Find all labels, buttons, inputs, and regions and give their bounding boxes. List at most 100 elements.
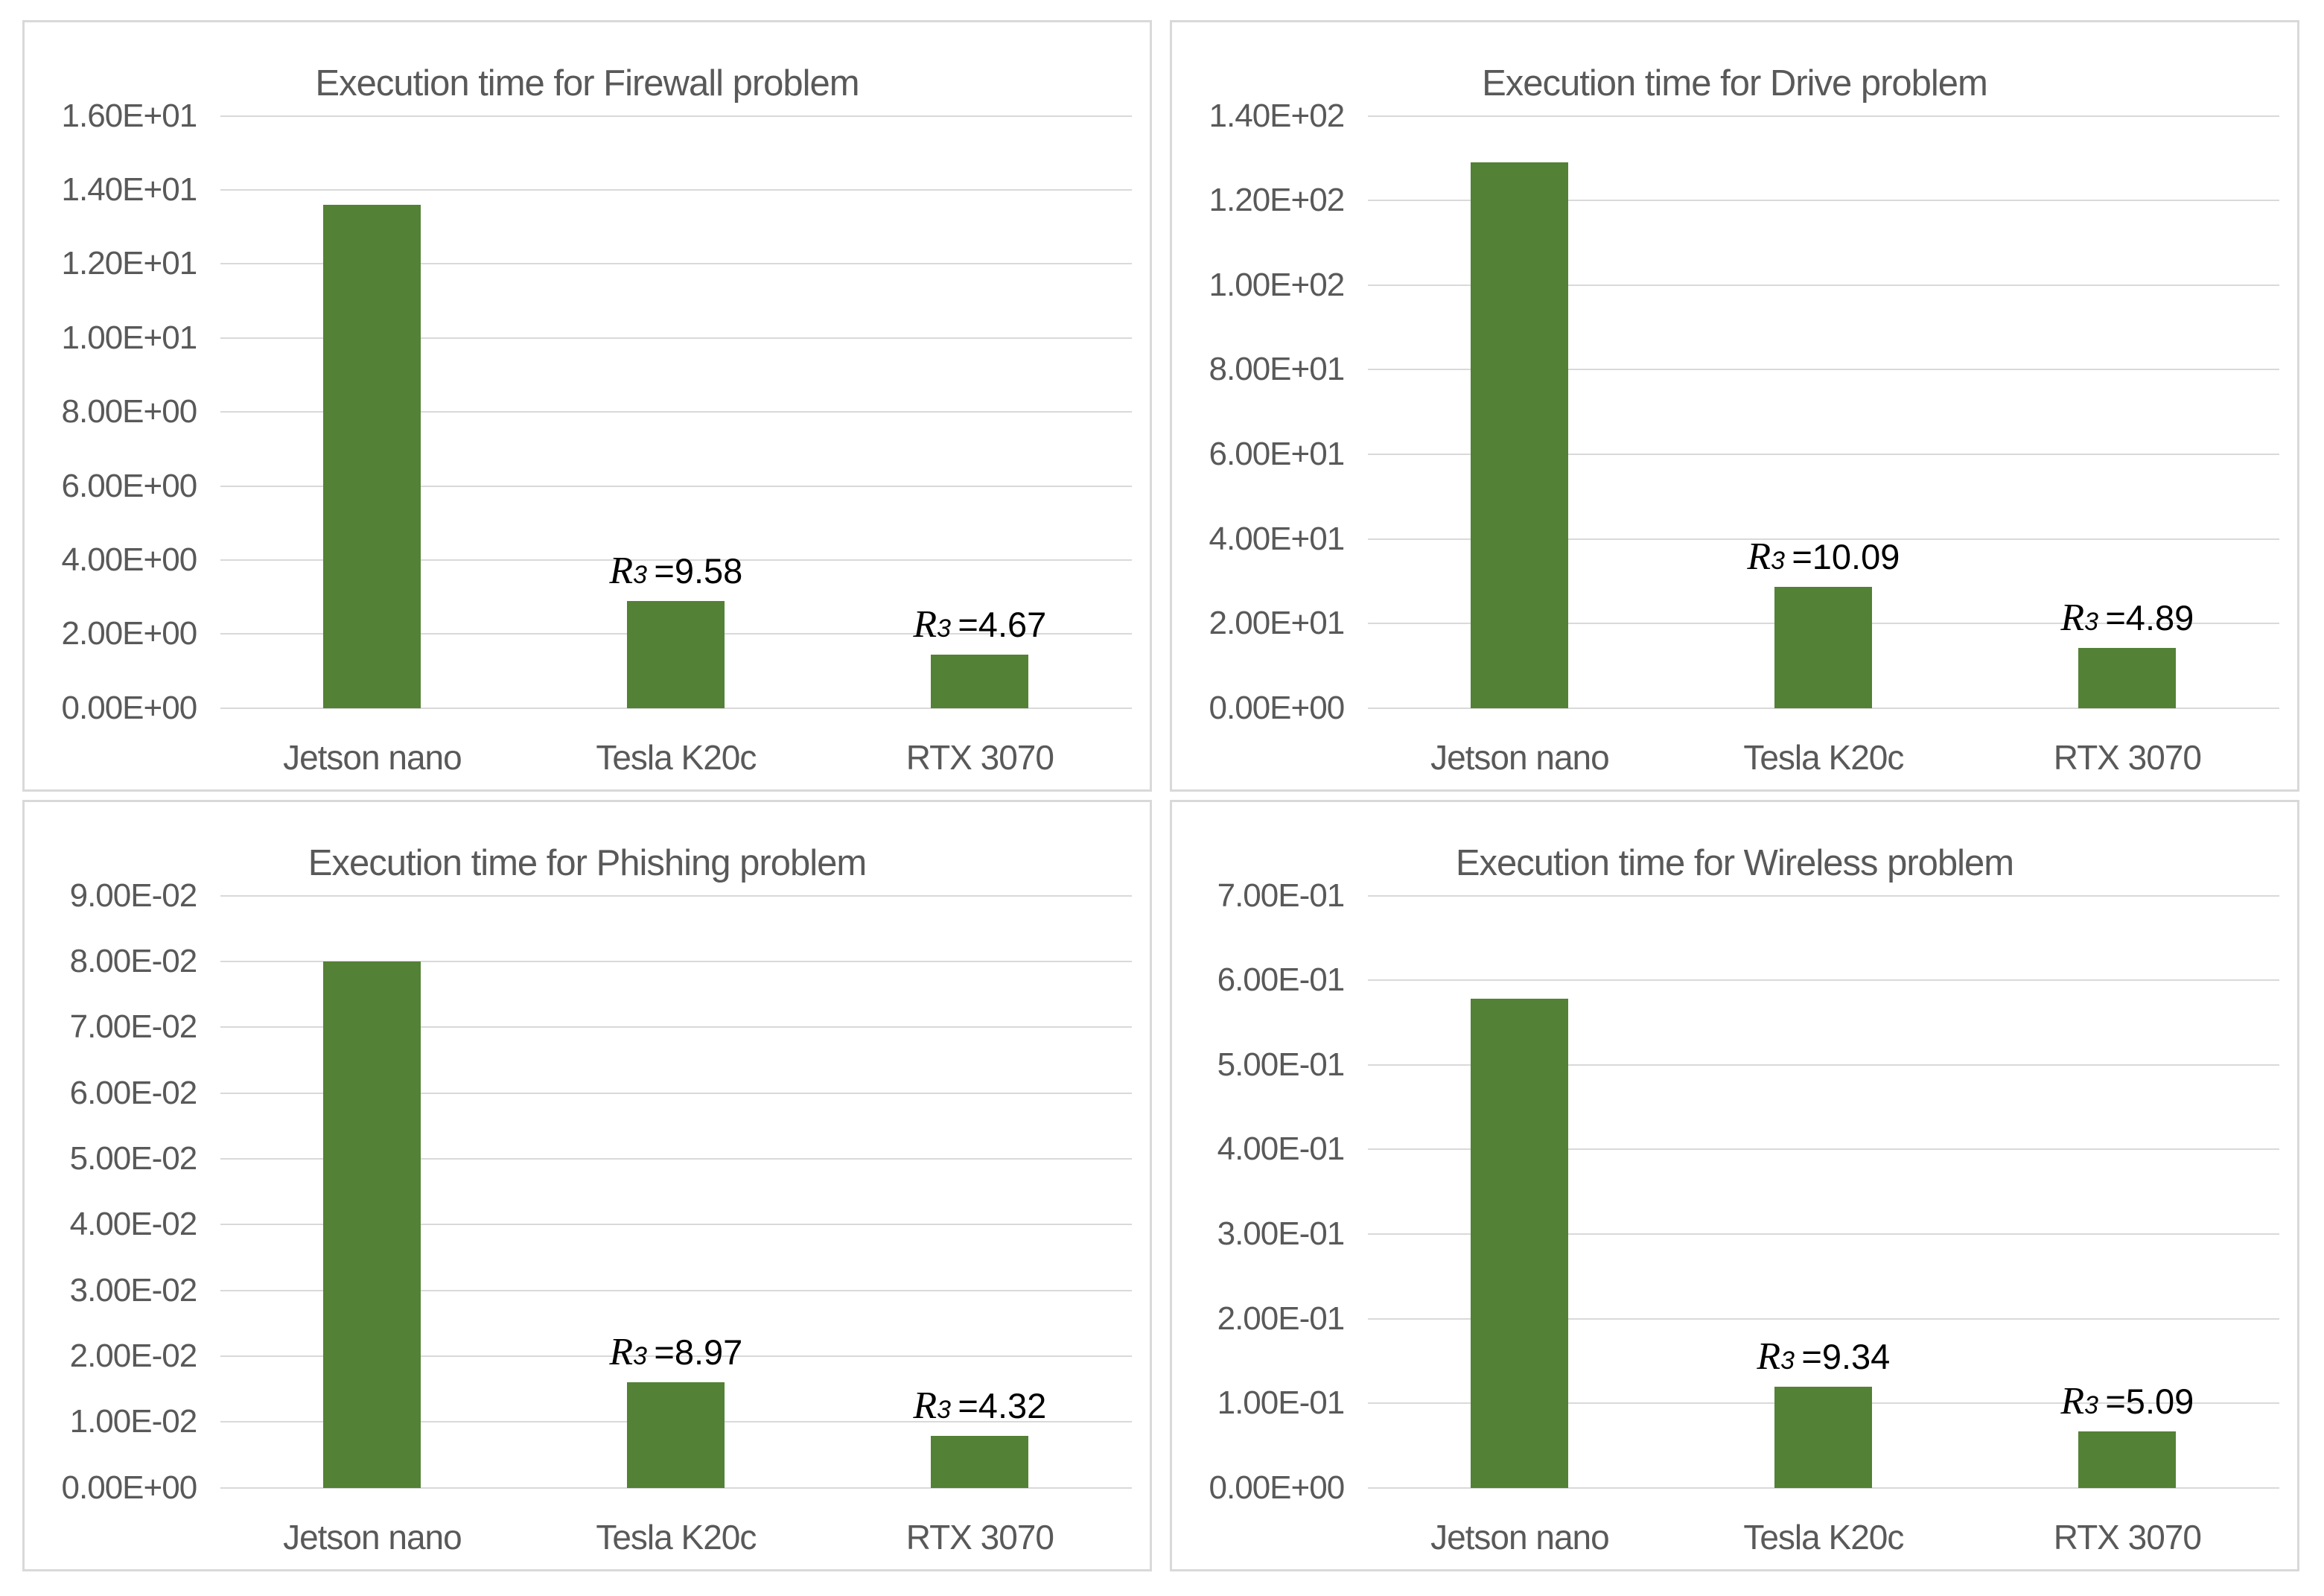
gridline	[220, 1487, 1132, 1489]
y-tick-label: 1.40E+01	[61, 171, 198, 209]
y-tick-label: 9.00E-02	[69, 877, 198, 914]
chart-title: Execution time for Wireless problem	[1455, 842, 2014, 883]
plot-area: R3 =9.58 R3 =4.67	[220, 115, 1132, 709]
x-category-label: Jetson nano	[283, 738, 462, 778]
gridline	[1367, 1148, 2279, 1151]
bar-tesla-k20c	[1774, 586, 1873, 708]
chart-firewall: Execution time for Firewall problem 0.00…	[22, 20, 1152, 792]
x-category-label: Jetson nano	[1430, 738, 1610, 778]
y-tick-label: 2.00E-01	[1217, 1300, 1346, 1337]
gridline	[220, 1158, 1132, 1160]
chart-title: Execution time for Drive problem	[1482, 63, 1988, 104]
gridline	[1367, 1064, 2279, 1066]
bar-jetson-nano	[1471, 162, 1569, 708]
x-category-label: RTX 3070	[905, 1518, 1054, 1557]
ratio-annotation: R3 =4.89	[2060, 599, 2194, 638]
y-tick-label: 7.00E-01	[1217, 877, 1346, 914]
plot-area: R3 =10.09 R3 =4.89	[1367, 115, 2279, 709]
y-tick-label: 1.20E+02	[1209, 182, 1346, 219]
gridline	[220, 189, 1132, 191]
y-tick-label: 2.00E+00	[61, 615, 198, 652]
bar-rtx-3070	[931, 1436, 1029, 1488]
gridline	[1367, 538, 2279, 540]
y-tick-label: 6.00E-02	[69, 1074, 198, 1111]
gridline	[1367, 894, 2279, 897]
bar-rtx-3070	[931, 654, 1029, 708]
ratio-symbol: R	[609, 549, 634, 592]
ratio-subscript: 3	[633, 560, 647, 589]
y-tick-label: 3.00E-02	[69, 1271, 198, 1309]
x-category-label: Tesla K20c	[1743, 738, 1904, 778]
ratio-annotation: R3 =10.09	[1747, 535, 1900, 578]
y-axis-labels: 0.00E+00 2.00E+00 4.00E+00 6.00E+00 8.00E+00…	[39, 99, 198, 724]
ratio-annotation: R3 =5.09	[2060, 1382, 2194, 1421]
ratio-value: =10.09	[1784, 536, 1900, 576]
ratio-subscript: 3	[2084, 1390, 2098, 1419]
ratio-annotation: R3 =8.97	[609, 1333, 742, 1372]
y-tick-label: 2.00E-02	[69, 1338, 198, 1375]
y-tick-label: 1.00E-01	[1217, 1384, 1346, 1422]
ratio-symbol: R	[913, 1384, 937, 1428]
bar-tesla-k20c	[1774, 1386, 1873, 1488]
y-tick-label: 6.00E+01	[1209, 436, 1346, 473]
y-tick-label: 0.00E+00	[61, 1469, 198, 1506]
y-tick-label: 3.00E-01	[1217, 1215, 1346, 1253]
x-category-label: Tesla K20c	[596, 738, 757, 778]
y-tick-label: 4.00E-01	[1217, 1131, 1346, 1168]
bar-tesla-k20c	[627, 1382, 725, 1488]
chart-drive: Execution time for Drive problem 0.00E+0…	[1170, 20, 2299, 792]
ratio-annotation: R3 =9.58	[609, 549, 743, 592]
ratio-value: =5.09	[2098, 1381, 2194, 1421]
y-tick-label: 0.00E+00	[61, 689, 198, 726]
x-axis-labels: Jetson nano Tesla K20c RTX 3070	[1368, 708, 2279, 789]
x-axis-labels: Jetson nano Tesla K20c RTX 3070	[1368, 1488, 2279, 1569]
x-category-label: Jetson nano	[1430, 1518, 1610, 1557]
x-category-label: Jetson nano	[283, 1518, 462, 1557]
chart-title: Execution time for Phishing problem	[308, 842, 867, 883]
y-tick-label: 0.00E+00	[1209, 1469, 1346, 1506]
gridline	[220, 1026, 1132, 1029]
plot-area: R3 =8.97 R3 =4.32	[220, 894, 1132, 1489]
y-tick-label: 6.00E-01	[1217, 961, 1346, 999]
gridline	[1367, 1317, 2279, 1320]
gridline	[220, 263, 1132, 265]
ratio-subscript: 3	[2084, 608, 2098, 637]
x-category-label: Tesla K20c	[596, 1518, 757, 1557]
y-tick-label: 8.00E-02	[69, 943, 198, 980]
y-tick-label: 5.00E-02	[69, 1140, 198, 1177]
y-tick-label: 1.60E+01	[61, 97, 198, 134]
gridline	[1367, 115, 2279, 117]
gridline	[1367, 284, 2279, 286]
gridline	[220, 1289, 1132, 1291]
y-tick-label: 6.00E+00	[61, 467, 198, 504]
x-axis-labels: Jetson nano Tesla K20c RTX 3070	[220, 1488, 1132, 1569]
ratio-value: =8.97	[646, 1332, 743, 1373]
ratio-subscript: 3	[1780, 1346, 1795, 1375]
x-category-label: RTX 3070	[2053, 1518, 2202, 1557]
gridline	[220, 411, 1132, 413]
chart-title: Execution time for Firewall problem	[315, 63, 859, 104]
ratio-subscript: 3	[937, 1396, 951, 1425]
y-tick-label: 7.00E-02	[69, 1008, 198, 1046]
bar-jetson-nano	[1471, 999, 1569, 1488]
chart-phishing: Execution time for Phishing problem 0.00…	[22, 800, 1152, 1571]
bar-rtx-3070	[2078, 648, 2177, 708]
ratio-symbol: R	[1757, 1335, 1781, 1378]
ratio-subscript: 3	[1771, 546, 1785, 575]
y-tick-label: 1.40E+02	[1209, 97, 1346, 134]
y-tick-label: 8.00E+01	[1209, 351, 1346, 388]
bar-jetson-nano	[323, 961, 421, 1488]
gridline	[1367, 979, 2279, 982]
gridline	[220, 1224, 1132, 1226]
chart-grid: Execution time for Firewall problem 0.00…	[22, 20, 2299, 1571]
y-tick-label: 8.00E+00	[61, 393, 198, 430]
y-tick-label: 1.00E+01	[61, 319, 198, 356]
gridline	[1367, 454, 2279, 456]
ratio-symbol: R	[1747, 535, 1771, 578]
ratio-annotation: R3 =9.34	[1757, 1335, 1890, 1378]
ratio-value: =4.32	[950, 1386, 1047, 1426]
ratio-value: =9.58	[646, 550, 743, 591]
y-axis-labels: 0.00E+00 1.00E-01 2.00E-01 3.00E-01 4.00E-01…	[1187, 879, 1346, 1504]
gridline	[220, 485, 1132, 487]
